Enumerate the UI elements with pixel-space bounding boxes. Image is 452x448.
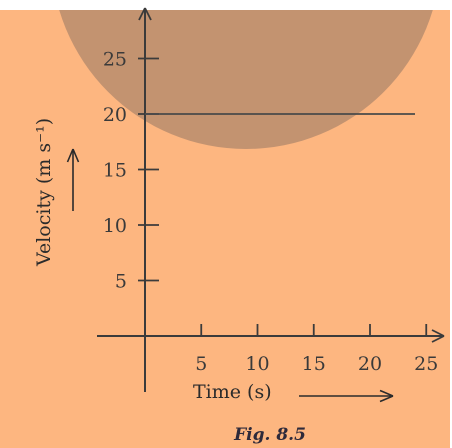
x-tick-label: 10 — [245, 353, 269, 375]
y-tick-label: 20 — [103, 104, 127, 126]
y-axis-arrowhead — [138, 7, 152, 21]
axes — [97, 7, 445, 392]
ticks: 5 10 15 20 25 5 10 15 20 25 — [103, 49, 439, 376]
figure-panel: 5 10 15 20 25 5 10 15 20 25 Time (s) Velocity (m … — [0, 6, 450, 448]
x-tick-label: 25 — [414, 353, 438, 375]
y-tick-label: 15 — [103, 160, 127, 182]
x-axis-title: Time (s) — [193, 381, 272, 403]
x-axis-arrowhead — [431, 329, 445, 343]
y-tick-label: 10 — [103, 215, 127, 237]
y-axis-direction-arrow — [66, 148, 80, 211]
x-tick-label: 20 — [358, 353, 382, 375]
y-tick-label: 25 — [103, 49, 127, 71]
y-tick-label: 5 — [115, 271, 127, 293]
y-axis-title: Velocity (m s⁻¹) — [33, 118, 55, 267]
x-tick-label: 15 — [302, 353, 326, 375]
x-tick-label: 5 — [195, 353, 207, 375]
figure-caption: Fig. 8.5 — [233, 425, 306, 445]
x-axis-direction-arrow — [299, 389, 394, 403]
top-band — [0, 6, 450, 10]
velocity-time-chart: 5 10 15 20 25 5 10 15 20 25 Time (s) Velocity (m … — [0, 6, 450, 448]
